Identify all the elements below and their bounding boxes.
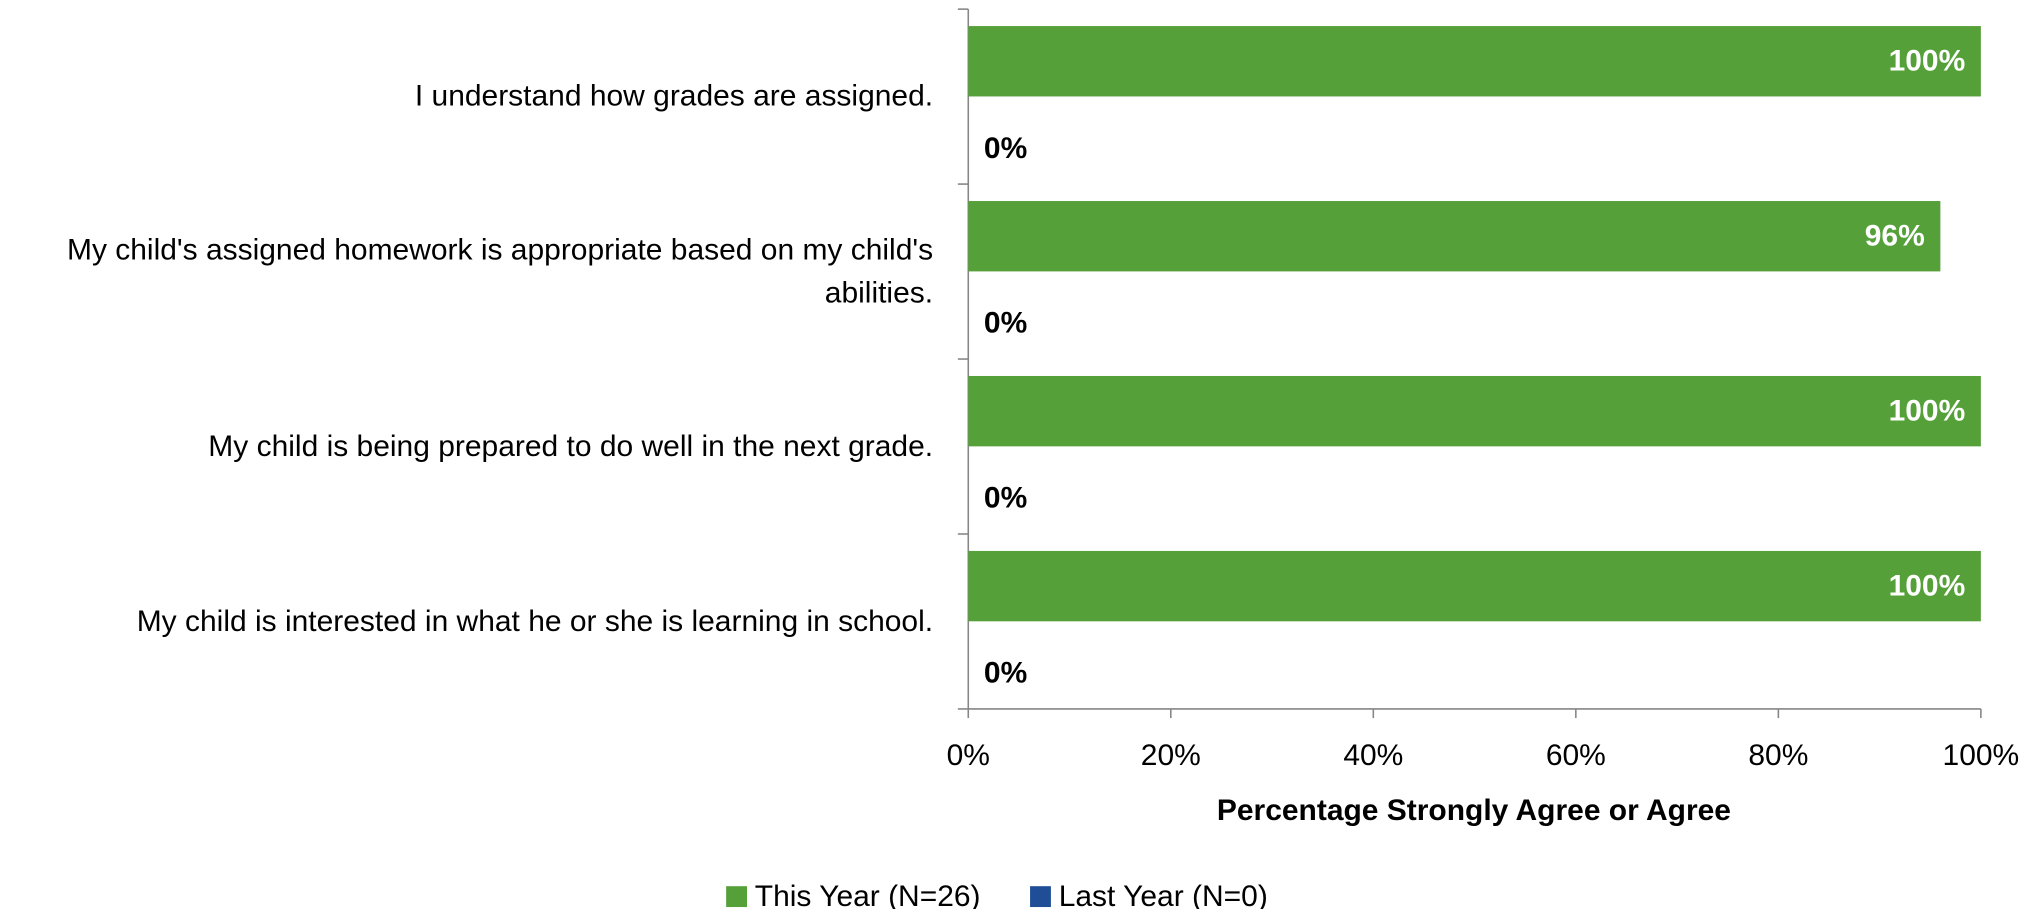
category-label-box: My child is being prepared to do well in… [208, 428, 934, 463]
x-axis-title: Percentage Strongly Agree or Agree [1217, 794, 1731, 827]
data-label: 0% [984, 482, 1027, 515]
data-label: 0% [984, 307, 1027, 340]
data-label: 100% [1889, 394, 1966, 427]
legend-label: Last Year (N=0) [1059, 880, 1268, 909]
data-label: 100% [1889, 44, 1966, 77]
category-label-box: My child is interested in what he or she… [136, 603, 934, 638]
data-label: 0% [984, 657, 1027, 690]
category-label-box: I understand how grades are assigned. [414, 78, 934, 113]
x-tick-label: 40% [1343, 739, 1403, 772]
bar [968, 550, 1981, 622]
x-tick-label: 0% [947, 739, 990, 772]
bar [968, 375, 1981, 447]
y-tick-label: My child is being prepared to do well in… [208, 428, 934, 463]
legend-swatch [726, 886, 747, 908]
x-tick-label: 60% [1546, 739, 1606, 772]
data-label: 100% [1889, 569, 1966, 602]
legend: This Year (N=26) Last Year (N=0) [726, 880, 1268, 913]
category-label-box: My child's assigned homework is appropri… [66, 232, 934, 310]
y-tick-label: My child is interested in what he or she… [136, 603, 934, 638]
y-tick-label: I understand how grades are assigned. [414, 78, 934, 113]
data-label: 96% [1865, 219, 1925, 252]
bar [968, 201, 1941, 272]
data-label: 0% [984, 132, 1027, 165]
x-tick-label: 100% [1943, 739, 2020, 772]
legend-label: This Year (N=26) [755, 880, 981, 909]
x-tick-label: 20% [1141, 739, 1201, 772]
y-tick-label: My child's assigned homework is appropri… [66, 232, 934, 310]
bar [968, 26, 1981, 97]
legend-swatch [1030, 886, 1051, 908]
x-tick-label: 80% [1748, 739, 1808, 772]
